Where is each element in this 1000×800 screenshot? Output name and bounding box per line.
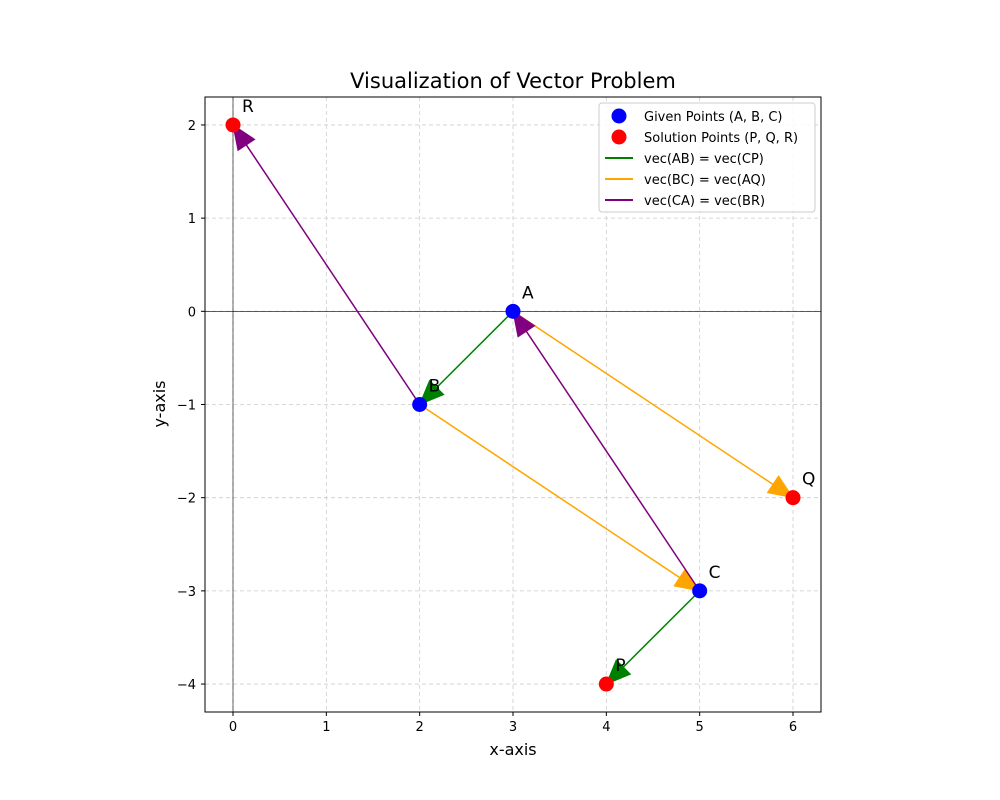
points: A B C P Q R [225,97,815,692]
point-a [505,303,521,319]
vector-arrow [512,310,795,499]
legend-marker [611,108,627,124]
arrow-head [418,379,445,406]
y-tick-label: 0 [188,305,196,320]
arrow-shaft [615,590,701,675]
y-tick-label: −3 [177,585,196,600]
point-label-b: B [429,377,441,397]
x-tick-label: 0 [229,720,237,735]
legend-label: vec(CA) = vec(BR) [644,194,765,209]
vector-arrow [605,590,701,685]
legend-label: vec(BC) = vec(AQ) [644,173,766,188]
x-tick-label: 3 [509,720,517,735]
x-tick-label: 4 [602,720,610,735]
vector-arrow [418,310,514,406]
point-label-p: P [615,656,625,676]
arrow-shaft [520,322,701,592]
arrow-head [232,123,256,152]
legend-label: Given Points (A, B, C) [644,110,783,125]
arrow-shaft [512,310,782,491]
y-axis-label: y-axis [150,380,169,427]
y-tick-label: 2 [188,119,196,134]
point-label-r: R [242,97,254,117]
arrow-shaft [429,310,514,395]
plot-frame [204,96,822,713]
vector-arrow [232,123,421,405]
x-tick-label: 5 [696,720,704,735]
point-p [598,676,614,692]
x-tick-label: 1 [322,720,330,735]
point-c [692,583,708,599]
vector-arrow [512,310,701,592]
point-label-a: A [522,283,534,303]
arrow-head [512,310,536,338]
legend: Given Points (A, B, C) Solution Points (P… [598,102,816,213]
y-tick-label: 1 [188,212,196,227]
x-axis-label: x-axis [489,740,536,759]
arrow-shaft [240,136,421,405]
point-label-q: Q [802,470,815,490]
x-tick-label: 2 [416,720,424,735]
vector-arrow [419,403,701,592]
y-tick-label: −1 [177,399,196,414]
point-b [412,397,428,412]
ticks: 0 1 2 3 4 5 6 −4 −3 −2 −1 0 1 2 [177,119,797,735]
legend-box [598,102,816,213]
point-label-c: C [709,563,721,583]
point-r [225,117,241,133]
y-tick-label: −4 [177,678,196,693]
arrow-head [766,475,795,499]
arrows [232,123,795,685]
x-tick-label: 6 [789,720,797,735]
point-q [785,490,801,506]
legend-marker [611,129,627,145]
arrow-head [605,659,632,685]
y-tick-label: −2 [177,492,196,507]
chart-title: Visualization of Vector Problem [350,69,676,93]
legend-label: vec(AB) = vec(CP) [644,152,764,167]
legend-label: Solution Points (P, Q, R) [644,131,798,146]
arrow-shaft [419,403,689,584]
